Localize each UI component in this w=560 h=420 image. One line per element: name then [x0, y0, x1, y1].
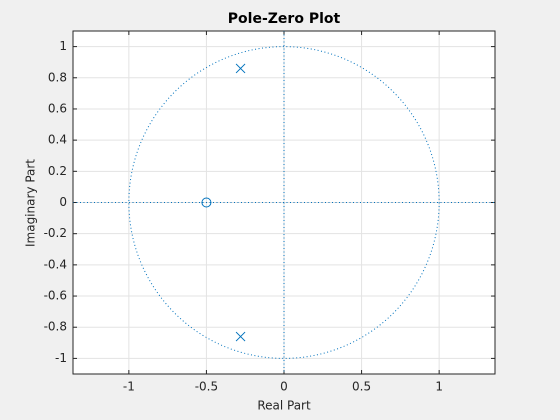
y-tick-label: -0.6 — [44, 289, 67, 303]
y-tick-label: 0 — [59, 195, 67, 209]
unit-circle — [128, 46, 440, 359]
x-tick-label: -0.5 — [195, 380, 218, 394]
axes-box — [72, 30, 496, 375]
y-tick-label: 1 — [59, 39, 67, 53]
chart-title: Pole-Zero Plot — [228, 11, 341, 27]
zero-marker — [201, 197, 212, 208]
x-axis-label: Real Part — [257, 399, 311, 413]
x-tick-label: 0.5 — [352, 380, 371, 394]
y-tick-label: 0.8 — [48, 70, 67, 84]
y-tick-label: 0.6 — [48, 101, 67, 115]
x-tick-label: -1 — [123, 380, 135, 394]
y-tick-label: -0.2 — [44, 226, 67, 240]
y-tick-label: 0.4 — [48, 133, 67, 147]
y-axis-label: Imaginary Part — [24, 159, 38, 247]
y-tick-label: -1 — [55, 351, 67, 365]
y-tick-label: 0.2 — [48, 164, 67, 178]
y-tick-label: -0.4 — [44, 257, 67, 271]
pole-marker — [235, 63, 246, 74]
pole-marker — [235, 331, 246, 342]
x-tick-label: 1 — [435, 380, 443, 394]
x-tick-label: 0 — [280, 380, 288, 394]
y-tick-label: -0.8 — [44, 320, 67, 334]
